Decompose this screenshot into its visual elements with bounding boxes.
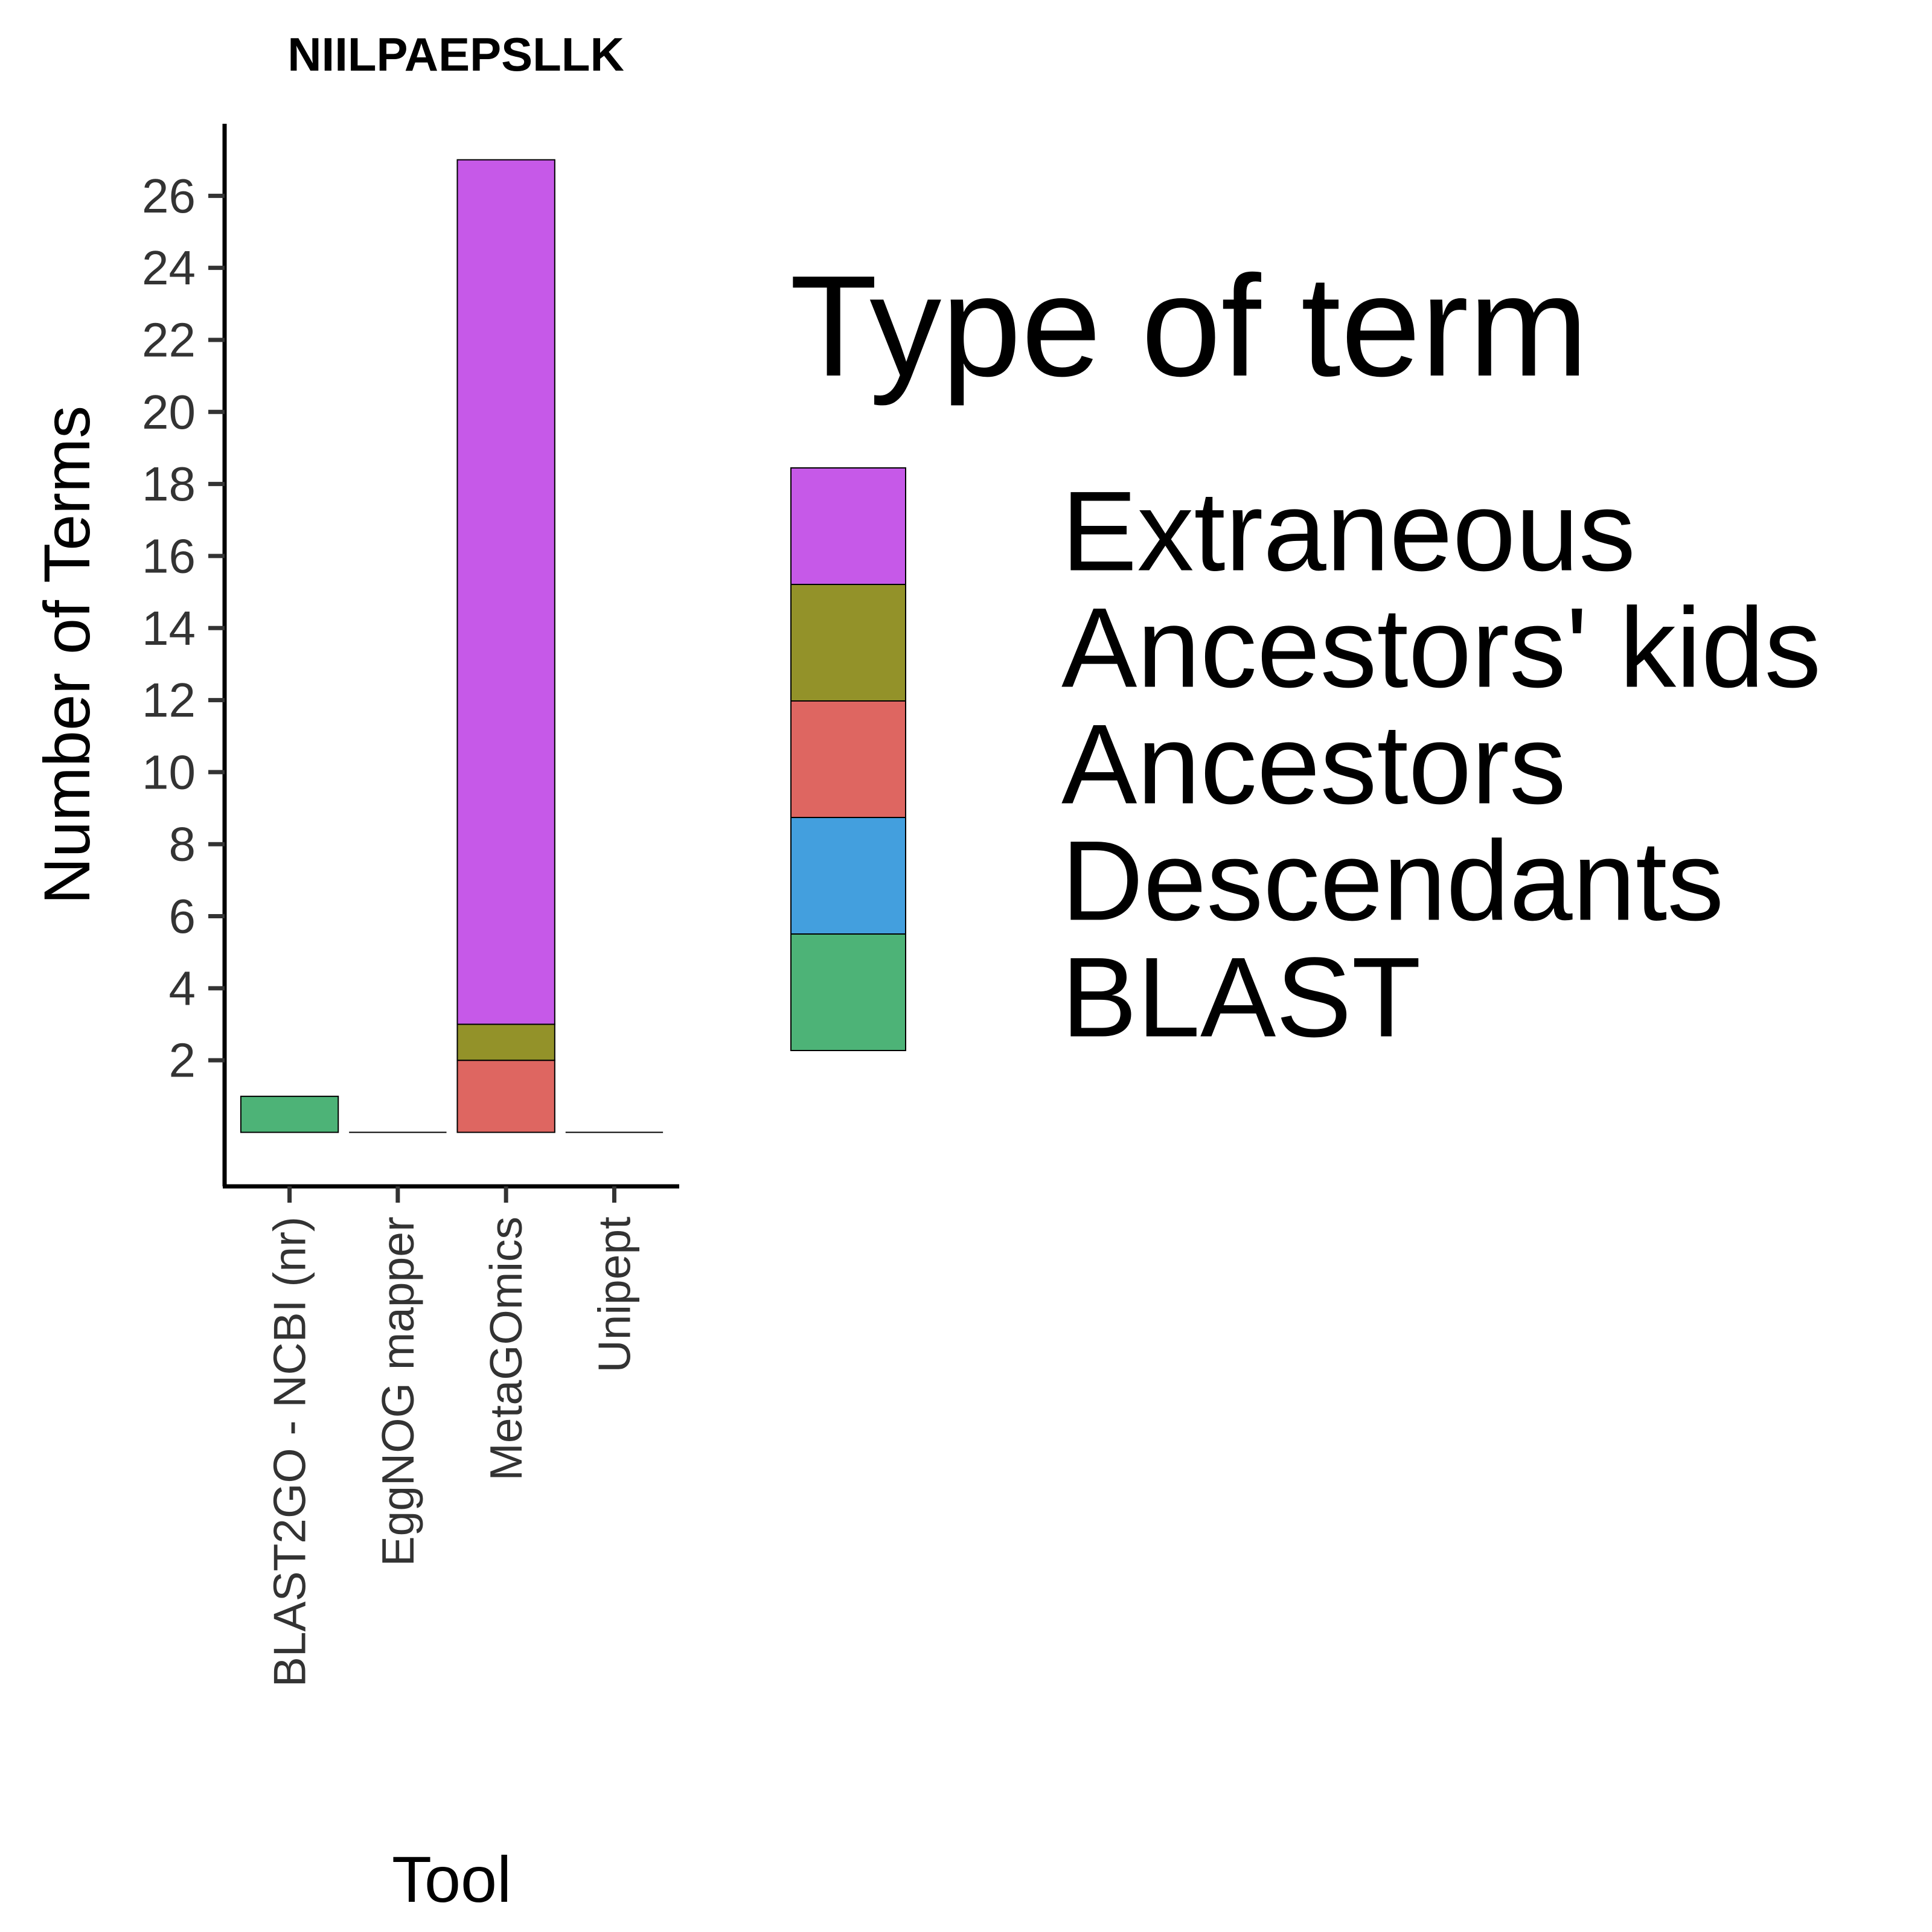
y-tick-label: 14 (142, 601, 196, 655)
y-tick-label: 22 (142, 313, 196, 366)
bar-segment-0-0 (240, 1095, 339, 1133)
legend-label: Ancestors' kids (1061, 584, 1821, 711)
x-axis: BLAST2GO - NCBI (nr) EggNOG mapper MetaGOm… (223, 1184, 679, 1687)
chart-title: NIILPAEPSLLK (287, 28, 624, 81)
legend-label: Descendants (1061, 817, 1724, 944)
y-axis-label: Number of Terms (30, 406, 103, 904)
legend-title: Type of term (790, 246, 1588, 406)
x-tick-label: EggNOG mapper (373, 1217, 423, 1566)
bars-layer (240, 159, 664, 1133)
y-tick-label: 24 (142, 241, 196, 295)
y-tick-label: 2 (169, 1034, 196, 1087)
legend-key (790, 700, 906, 818)
bar-segment-2-3 (456, 1023, 555, 1061)
y-tick-label: 18 (142, 457, 196, 511)
y-tick-label: 6 (169, 889, 196, 943)
y-tick-label: 12 (142, 673, 196, 727)
legend-key (790, 584, 906, 702)
x-tick-label: MetaGOmics (481, 1217, 531, 1481)
bar-segment-2-2 (456, 1060, 555, 1133)
x-tick-label: Unipept (589, 1217, 639, 1373)
x-axis-label: Tool (392, 1843, 511, 1916)
y-tick-label: 8 (169, 817, 196, 871)
legend-label: Extraneous (1061, 468, 1636, 595)
x-tick-label: BLAST2GO - NCBI (nr) (264, 1217, 315, 1687)
legend-key (790, 817, 906, 935)
y-tick-label: 4 (169, 961, 196, 1015)
bar-segment-2-4 (456, 159, 555, 1025)
y-tick-label: 16 (142, 529, 196, 583)
legend-label: BLAST (1061, 934, 1421, 1061)
legend-label: Ancestors (1061, 701, 1566, 828)
legend-key (790, 467, 906, 585)
y-tick-label: 26 (142, 169, 196, 223)
y-tick-label: 20 (142, 385, 196, 439)
legend-key (790, 933, 906, 1051)
y-tick-label: 10 (142, 745, 196, 799)
